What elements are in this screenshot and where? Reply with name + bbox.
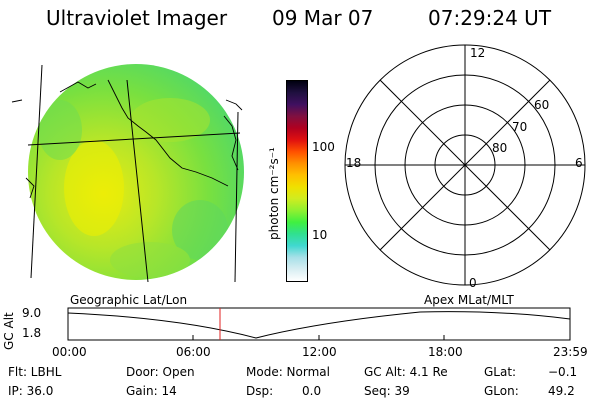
info-seq: Seq: 39 bbox=[364, 384, 410, 398]
altitude-xtick-4: 23:59 bbox=[553, 345, 588, 359]
altitude-right-caption: Apex MLat/MLT bbox=[424, 293, 514, 307]
altitude-left-caption: Geographic Lat/Lon bbox=[70, 293, 188, 307]
colorbar-tick-100: 100 bbox=[312, 140, 335, 154]
instrument-title: Ultraviolet Imager bbox=[46, 6, 228, 30]
altitude-xtick-3: 18:00 bbox=[428, 345, 463, 359]
polar-label-0: 0 bbox=[469, 276, 477, 290]
info-dsp-value: 0.0 bbox=[302, 384, 322, 398]
emission-patches bbox=[38, 98, 228, 278]
lat-lon-grid bbox=[27, 64, 241, 283]
colorbar bbox=[286, 80, 308, 282]
info-ip: IP: 36.0 bbox=[8, 384, 54, 398]
info-door: Door: Open bbox=[126, 365, 195, 379]
info-glat-label: GLat: bbox=[484, 365, 517, 379]
altitude-xtick-2: 12:00 bbox=[302, 345, 337, 359]
polar-label-lat80: 80 bbox=[492, 141, 508, 155]
altitude-curve bbox=[67, 311, 571, 339]
info-gc-alt: GC Alt: 4.1 Re bbox=[364, 365, 448, 379]
coastlines bbox=[11, 79, 243, 199]
polar-label-18: 18 bbox=[346, 156, 362, 170]
altitude-xtick-1: 06:00 bbox=[176, 345, 211, 359]
info-filter: Flt: LBHL bbox=[8, 365, 62, 379]
altitude-xtick-0: 00:00 bbox=[52, 345, 87, 359]
info-mode: Mode: Normal bbox=[246, 365, 330, 379]
polar-label-12: 12 bbox=[470, 46, 486, 60]
info-gain: Gain: 14 bbox=[126, 384, 177, 398]
polar-label-6: 6 bbox=[575, 156, 583, 170]
altitude-x-ticks bbox=[67, 335, 571, 340]
time-label: 07:29:24 UT bbox=[428, 6, 552, 30]
info-glat-value: −0.1 bbox=[548, 365, 578, 379]
colorbar-gradient bbox=[287, 81, 307, 281]
info-glon-value: 49.2 bbox=[548, 384, 575, 398]
altitude-ymin: 1.8 bbox=[22, 326, 42, 340]
info-glon-label: GLon: bbox=[484, 384, 519, 398]
colorbar-tick-10: 10 bbox=[312, 228, 328, 242]
date-label: 09 Mar 07 bbox=[272, 6, 374, 30]
polar-label-lat60: 60 bbox=[534, 98, 550, 112]
altitude-ymax: 9.0 bbox=[22, 306, 42, 320]
polar-label-lat70: 70 bbox=[512, 120, 528, 134]
info-dsp-label: Dsp: bbox=[246, 384, 274, 398]
